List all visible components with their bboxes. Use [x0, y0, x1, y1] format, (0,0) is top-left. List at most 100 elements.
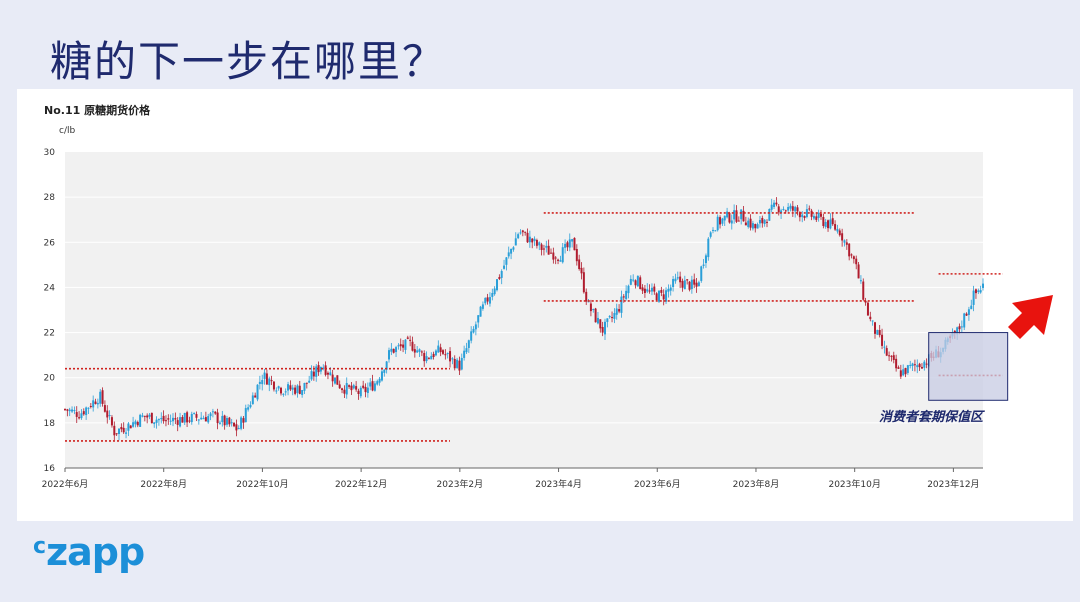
chart-title: No.11 原糖期货价格	[44, 103, 151, 117]
candle-body	[596, 317, 599, 324]
candle-body	[287, 384, 290, 391]
candle-body	[418, 349, 421, 352]
candle-body	[186, 412, 189, 423]
candle-body	[294, 387, 297, 394]
candle-body	[73, 410, 76, 412]
candle-body	[392, 348, 395, 353]
candle-body	[336, 375, 339, 385]
candle-body	[517, 234, 520, 239]
candle-body	[176, 420, 179, 425]
candle-body	[892, 355, 895, 361]
candle-body	[918, 363, 921, 368]
candle-body	[92, 400, 95, 408]
candle-body	[312, 371, 315, 377]
candle-body	[162, 415, 165, 422]
candle-body	[655, 293, 658, 301]
candle-body	[209, 413, 212, 417]
candle-body	[974, 289, 977, 294]
candle-body	[726, 211, 729, 218]
candle-body	[99, 391, 102, 404]
candle-body	[874, 322, 876, 334]
candle-body	[226, 418, 228, 425]
candle-body	[730, 220, 733, 224]
candle-body	[845, 242, 848, 245]
candle-body	[615, 308, 618, 315]
candle-body	[650, 287, 653, 292]
x-tick-label: 2022年12月	[335, 478, 387, 490]
candle-body	[420, 351, 423, 353]
candle-body	[284, 391, 287, 393]
candle-body	[906, 365, 909, 373]
candle-body	[897, 367, 900, 369]
candle-body	[157, 419, 160, 421]
candle-body	[728, 212, 731, 223]
candle-body	[127, 423, 130, 431]
candle-body	[183, 412, 186, 423]
y-tick-label: 24	[44, 283, 56, 293]
level-lines	[65, 212, 1003, 442]
hedge-zone	[928, 332, 1009, 401]
candle-body	[629, 278, 632, 285]
candle-body	[686, 279, 689, 281]
candle-body	[369, 382, 372, 387]
candle-body	[747, 220, 750, 227]
candle-body	[827, 220, 830, 229]
candle-body	[371, 381, 374, 391]
candle-body	[322, 367, 325, 369]
candle-body	[277, 386, 280, 389]
candle-body	[324, 365, 327, 375]
candle-body	[397, 345, 400, 347]
candle-body	[416, 350, 419, 353]
candle-body	[388, 350, 390, 360]
candle-body	[970, 305, 973, 310]
candle-body	[258, 381, 261, 384]
candle-body	[801, 214, 804, 218]
candle-body	[211, 411, 214, 413]
candle-body	[202, 418, 205, 420]
candle-body	[150, 412, 153, 424]
candle-body	[357, 390, 360, 394]
candle-body	[82, 411, 85, 415]
candle-body	[254, 395, 257, 398]
candle-body	[883, 346, 886, 348]
candle-body	[798, 212, 801, 218]
candle-body	[528, 236, 531, 243]
candle-body	[221, 415, 224, 423]
candle-body	[439, 347, 442, 353]
candlesticks	[64, 197, 984, 441]
candle-body	[533, 238, 536, 241]
y-tick-label: 30	[44, 148, 56, 158]
candle-body	[296, 385, 299, 394]
hedge-zone-box	[928, 332, 1009, 401]
candle-body	[362, 385, 365, 388]
candle-body	[458, 360, 461, 371]
candle-body	[240, 417, 243, 429]
candle-body	[308, 380, 311, 383]
candle-body	[75, 412, 78, 417]
candle-body	[481, 304, 484, 309]
candle-body	[751, 223, 754, 229]
candle-body	[514, 238, 517, 246]
candle-body	[911, 363, 914, 367]
candle-body	[355, 386, 358, 390]
candle-body	[390, 348, 393, 352]
candle-body	[672, 279, 675, 288]
candle-body	[559, 260, 562, 262]
candle-body	[611, 317, 614, 319]
candle-body	[702, 264, 705, 266]
candle-body	[653, 286, 656, 292]
candle-body	[723, 215, 726, 221]
candle-body	[679, 276, 682, 283]
candle-body	[315, 366, 318, 377]
candle-body	[526, 232, 529, 243]
candle-body	[625, 290, 628, 300]
candle-body	[108, 415, 111, 417]
candle-body	[470, 331, 473, 341]
candle-body	[174, 418, 177, 420]
candle-body	[326, 372, 329, 375]
candle-body	[965, 313, 968, 316]
candle-body	[777, 206, 780, 213]
candle-body	[881, 334, 884, 346]
candle-body	[662, 294, 665, 300]
candle-body	[373, 383, 376, 391]
